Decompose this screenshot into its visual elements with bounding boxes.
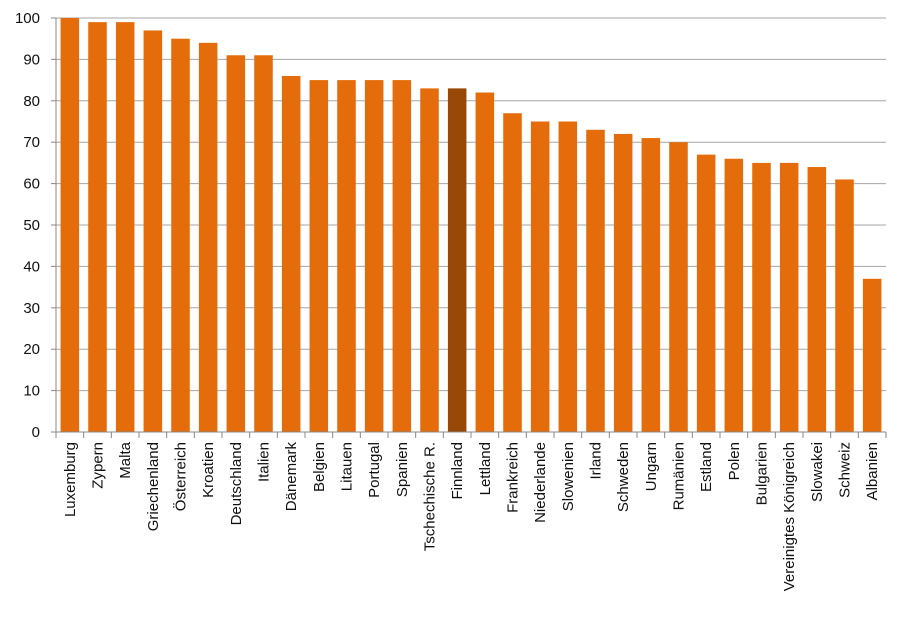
x-category-label: Italien: [256, 442, 273, 482]
y-tick-label: 40: [23, 258, 40, 275]
bar-irland: [586, 129, 605, 432]
bar-frankreich: [503, 113, 522, 432]
bar-rumänien: [669, 142, 688, 432]
bar-litauen: [337, 80, 356, 432]
y-tick-label: 10: [23, 383, 40, 400]
bar-tschechische-r-: [420, 88, 439, 432]
x-category-label: Deutschland: [228, 442, 245, 525]
gridlines: [56, 17, 886, 392]
x-category-label: Vereinigtes Königreich: [781, 442, 798, 591]
bar-spanien: [392, 80, 412, 432]
x-category-label: Dänemark: [283, 442, 300, 512]
bar-estland: [696, 154, 716, 432]
bar-polen: [724, 158, 744, 432]
x-category-label: Litauen: [339, 442, 356, 491]
y-tick-label: 100: [15, 10, 40, 27]
bar-zypern: [88, 22, 107, 432]
bar-lettland: [475, 92, 495, 433]
x-category-label: Zypern: [90, 442, 107, 489]
x-category-label: Slowakei: [809, 442, 826, 502]
bar-bulgarien: [752, 162, 771, 432]
bar-malta: [115, 22, 135, 432]
bar-belgien: [309, 80, 329, 432]
bar-dänemark: [281, 75, 301, 433]
x-category-label: Luxemburg: [62, 442, 79, 517]
x-category-label: Portugal: [366, 442, 383, 498]
bar-luxemburg: [60, 18, 80, 432]
y-tick-label: 80: [23, 93, 40, 110]
x-category-label: Finnland: [449, 442, 466, 500]
y-tick-label: 0: [32, 424, 40, 441]
x-category-label: Albanien: [864, 442, 881, 500]
bar-kroatien: [198, 42, 218, 433]
x-category-label: Ungarn: [643, 442, 660, 491]
x-category-label: Slowenien: [560, 442, 577, 511]
bar-schweden: [613, 133, 633, 433]
bar-österreich: [171, 38, 190, 432]
x-category-label: Malta: [117, 441, 134, 478]
y-tick-label: 70: [23, 134, 40, 151]
y-tick-label: 20: [23, 341, 40, 358]
x-category-label: Lettland: [477, 442, 494, 495]
y-tick-label: 50: [23, 217, 40, 234]
bar-slowenien: [558, 121, 578, 432]
x-category-label: Kroatien: [200, 442, 217, 498]
x-category-label: Polen: [726, 442, 743, 480]
x-category-label: Frankreich: [505, 442, 522, 513]
bar-schweiz: [835, 179, 854, 432]
bar-ungarn: [641, 138, 661, 432]
bar-italien: [254, 55, 273, 432]
x-category-label: Österreich: [172, 442, 190, 511]
bar-finnland: [447, 88, 467, 432]
bar-slowakei: [807, 167, 827, 433]
x-category-label: Estland: [698, 442, 715, 492]
y-tick-label: 90: [23, 51, 40, 68]
x-category-label: Griechenland: [145, 442, 162, 531]
bar-griechenland: [143, 30, 163, 432]
y-tick-label: 30: [23, 300, 40, 317]
x-category-label: Schweden: [615, 442, 632, 512]
bars: [60, 18, 882, 433]
x-category-label: Bulgarien: [754, 442, 771, 505]
bar-deutschland: [226, 55, 246, 432]
axes: [51, 17, 887, 438]
x-category-label: Rumänien: [671, 442, 688, 510]
bar-niederlande: [530, 121, 550, 432]
bar-vereinigtes-königreich: [779, 162, 799, 432]
x-category-label: Niederlande: [532, 442, 549, 523]
y-tick-label: 60: [23, 176, 40, 193]
x-category-label: Belgien: [311, 442, 328, 492]
y-axis-tick-labels: 0 10 20 30 40 50 60 70 80 90 100: [15, 10, 40, 441]
bar-portugal: [364, 80, 384, 432]
x-category-label: Irland: [588, 442, 605, 480]
x-category-label: Tschechische R.: [422, 442, 439, 551]
bar-albanien: [862, 278, 882, 432]
x-category-label: Spanien: [394, 442, 411, 497]
x-axis-category-labels: Luxemburg Zypern Malta Griechenland Österrei…: [62, 441, 881, 591]
x-category-label: Schweiz: [837, 442, 854, 498]
